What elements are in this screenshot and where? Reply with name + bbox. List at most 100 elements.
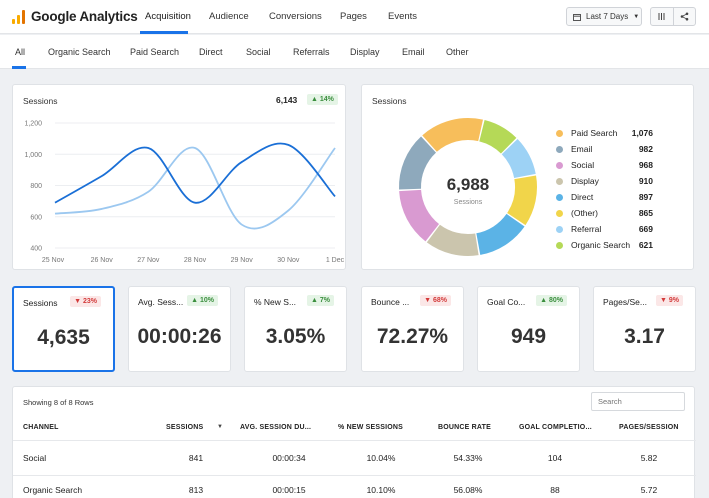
column-header-avg-session-duration[interactable]: AVG. SESSION DU... [240,424,312,431]
subtab-social[interactable]: Social [246,47,271,57]
toolbar-icon-group [650,7,696,26]
share-icon [680,12,689,21]
metric-card[interactable]: % New S... ▲ 7% 3.05% [244,286,347,372]
metric-label: Bounce ... [371,297,410,307]
subtab-referrals[interactable]: Referrals [293,47,330,57]
legend-value: 897 [638,192,653,202]
date-range-button[interactable]: Last 7 Days ▼ [566,7,642,26]
series-line [54,146,336,230]
metric-label: Goal Co... [487,297,526,307]
tab-acquisition[interactable]: Acquisition [145,11,191,22]
x-tick-label: 27 Nov [137,257,160,264]
x-tick-label: 29 Nov [231,257,254,264]
sessions-line-chart: 400 600 800 1,000 1,200 25 Nov 26 Nov 27 Nov 28 … [24,121,345,265]
subtab-paid-search[interactable]: Paid Search [130,47,180,57]
sessions-total: 6,143 [276,95,298,105]
legend-item: Referral 669 [556,224,656,234]
donut-slice[interactable] [422,118,483,152]
donut-slice[interactable] [399,189,440,242]
x-tick-label: 25 Nov [42,257,65,264]
legend-label: Direct [571,192,594,202]
legend-item: Paid Search 1,076 [556,128,656,138]
metric-value: 3.05% [265,325,326,348]
donut-slice[interactable] [507,175,537,226]
column-header-new-sessions[interactable]: % NEW SESSIONS [338,424,404,431]
metric-value: 3.17 [624,325,665,348]
legend-label: Referral [571,224,602,234]
tab-audience[interactable]: Audience [209,11,249,22]
donut-slice[interactable] [476,213,525,255]
metric-card[interactable]: Goal Co... ▲ 80% 949 [477,286,580,372]
metric-change-badge: ▲ 7% [307,295,334,306]
active-subtab-indicator [12,66,26,69]
legend-swatch [556,145,563,153]
subtab-all[interactable]: All [15,47,26,57]
sessions-line-card: Sessions 6,143 ▲ 14% 400 600 800 1,000 1,200… [12,84,346,270]
app-title: Google Analytics [31,9,138,24]
sessions-donut-chart: 6,988 Sessions [399,118,537,256]
channel-cell: Social [23,453,47,463]
change-badge: ▲ 14% [307,94,338,105]
metric-card[interactable]: Bounce ... ▼ 68% 72.27% [361,286,464,372]
column-header-goal-completions[interactable]: GOAL COMPLETIO... [519,424,592,431]
donut-slice[interactable] [426,224,479,256]
donut-slice[interactable] [399,136,437,190]
x-tick-label: 30 Nov [277,257,300,264]
column-settings-button[interactable] [651,8,674,25]
tab-events[interactable]: Events [388,11,418,22]
table-cell: 104 [547,453,563,463]
legend-swatch [556,225,563,233]
legend-value: 865 [638,208,653,218]
x-tick-label: 28 Nov [184,257,207,264]
tab-pages[interactable]: Pages [340,11,367,22]
metric-card[interactable]: Avg. Sess... ▲ 10% 00:00:26 [128,286,231,372]
column-header-sessions[interactable]: SESSIONS [166,424,204,431]
sliders-icon [658,13,665,20]
metric-change-badge: ▼ 68% [420,295,451,306]
subtab-display[interactable]: Display [350,47,380,57]
donut-slice[interactable] [501,138,536,179]
active-tab-indicator [140,31,188,34]
column-header-channel[interactable]: CHANNEL [23,424,59,431]
table-cell: 56.08% [453,485,483,495]
legend-label: Email [571,144,593,154]
legend-label: Display [571,176,599,186]
y-tick-label: 600 [30,214,42,221]
table-search-input[interactable] [591,392,685,411]
metric-card[interactable]: Pages/Se... ▼ 9% 3.17 [593,286,696,372]
legend-value: 1,076 [631,128,653,138]
channel-filter-bar: All Organic Search Paid Search Direct So… [0,35,709,69]
legend-swatch [556,193,563,201]
legend-item: Display 910 [556,176,656,186]
metric-value: 00:00:26 [137,325,222,348]
share-button[interactable] [674,8,696,25]
subtab-email[interactable]: Email [402,47,425,57]
subtab-direct[interactable]: Direct [199,47,223,57]
metric-change-value: 7% [319,297,330,304]
metric-value: 949 [510,325,547,348]
column-header-bounce-rate[interactable]: BOUNCE RATE [438,424,492,431]
metric-change-value: 9% [668,297,679,304]
column-header-pages-session[interactable]: PAGES/SESSION [619,424,679,431]
sort-desc-icon[interactable]: ▼ [217,424,223,430]
subtab-other[interactable]: Other [446,47,469,57]
tab-conversions[interactable]: Conversions [269,11,322,22]
metric-card[interactable]: Sessions ▼ 23% 4,635 [12,286,115,372]
card-title: Sessions [23,96,58,106]
subtab-organic-search[interactable]: Organic Search [48,47,111,57]
donut-slice[interactable] [479,120,517,154]
legend-item: Direct 897 [556,192,656,202]
metric-change-value: 68% [432,297,447,304]
donut-center-value: 6,988 [447,175,490,194]
table-cell: 00:00:15 [272,485,306,495]
metric-change-value: 23% [82,298,97,305]
analytics-logo-icon [12,9,25,24]
table-cell: 54.33% [453,453,483,463]
logo: Google Analytics [12,9,138,24]
table-cell: 10.10% [366,485,396,495]
metric-value: 4,635 [37,326,90,349]
x-tick-label: 26 Nov [91,257,114,264]
donut-center-label: Sessions [454,199,483,206]
x-tick-label: 1 Dec [326,257,345,264]
channel-table: Showing 8 of 8 Rows CHANNEL SESSIONS ▼ A… [12,386,696,498]
